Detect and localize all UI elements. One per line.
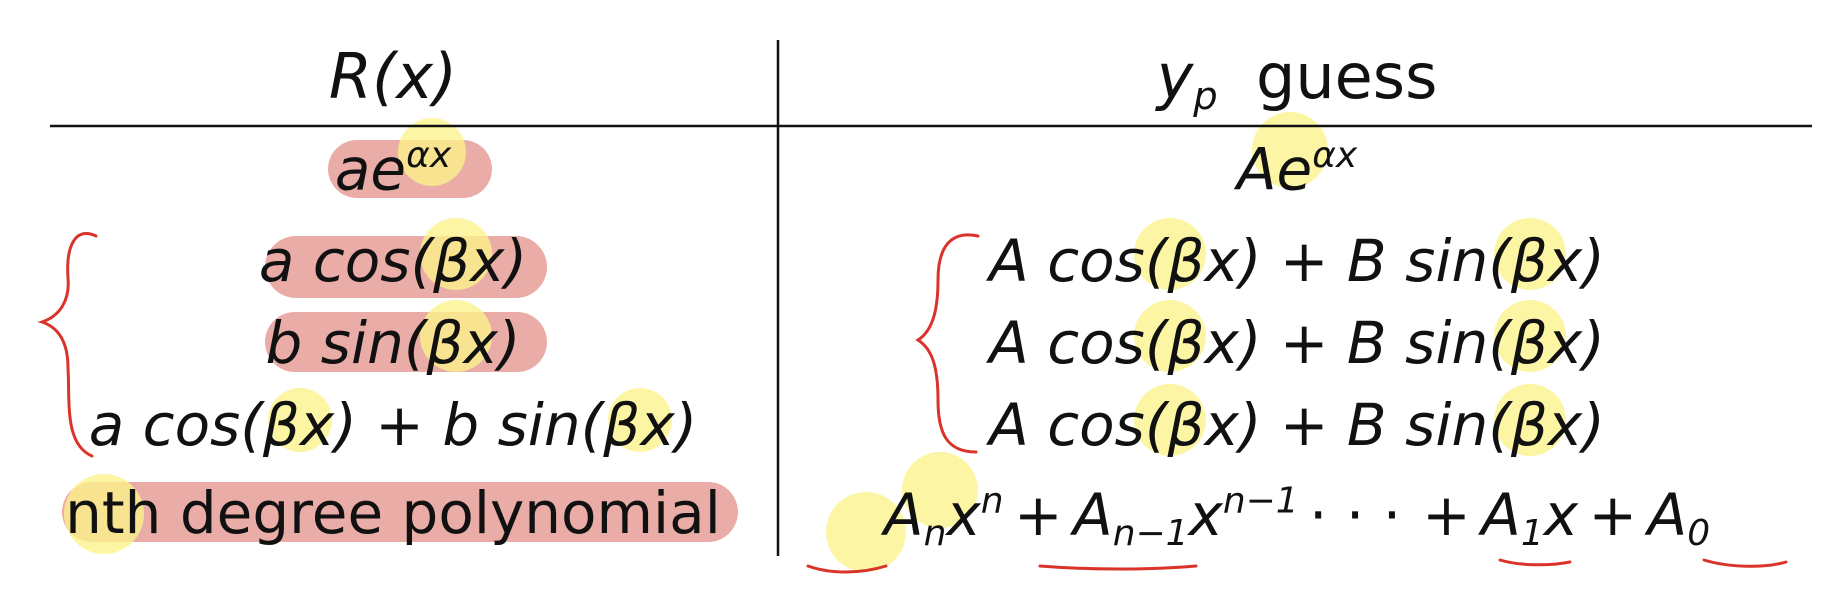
row3-left-sin: b sin(βx) [265, 309, 521, 377]
exp-exponent: αx [406, 135, 452, 176]
yellow-highlight [420, 218, 492, 290]
ellipsis: · · · [1309, 481, 1402, 550]
row4-left-combo: a cos(βx) + b sin(βx) [88, 391, 698, 459]
yellow-highlight [1134, 300, 1206, 372]
row5-right-polynomial-guess: Anxn + An−1xn−1 · · · + A1x + A0 [782, 484, 1812, 552]
row1-left-exponential: aeαx [32, 135, 754, 199]
poly-term-a0: A0 [1647, 481, 1711, 555]
yellow-highlight [1494, 384, 1566, 456]
plus-sign: + [1422, 481, 1471, 550]
yellow-highlight [608, 388, 672, 452]
yellow-highlight [1252, 112, 1328, 188]
right-curly-brace [915, 233, 980, 454]
yp-subscript: p [1193, 73, 1218, 119]
yellow-highlight [1494, 300, 1566, 372]
yellow-highlight [1134, 218, 1206, 290]
row4-right-trig-guess: A cos(βx) + B sin(βx) [989, 391, 1605, 459]
header-r-of-x: R(x) [328, 40, 458, 113]
yp-symbol: y [1156, 40, 1194, 113]
plus-sign: + [1013, 481, 1063, 550]
guess-word: guess [1256, 40, 1438, 113]
underline-a1 [1498, 558, 1572, 567]
row2-right-trig-guess: A cos(βx) + B sin(βx) [989, 227, 1605, 295]
row5-left-polynomial: nth degree polynomial [65, 479, 721, 547]
poly-term-an-1: An−1xn−1 [1073, 481, 1299, 555]
yellow-highlight [420, 300, 492, 372]
guess-exp-coef: Ae [1236, 135, 1313, 204]
poly-term-an: Anxn [883, 481, 1004, 555]
guess-exp-exponent: αx [1312, 135, 1358, 176]
underline-a0 [1702, 558, 1788, 568]
left-curly-brace [37, 232, 98, 458]
header-yp-guess: yp guess [782, 46, 1812, 116]
underline-an-1 [1038, 564, 1198, 571]
row1-right-exponential-guess: Aeαx [782, 135, 1812, 199]
row2-left-cos: a cos(βx) [258, 227, 528, 295]
yellow-highlight [826, 492, 906, 572]
row3-right-trig-guess: A cos(βx) + B sin(βx) [989, 309, 1605, 377]
red-highlight-poly [62, 482, 738, 542]
yellow-highlight [398, 118, 466, 186]
yellow-highlight [268, 388, 332, 452]
yellow-highlight [1134, 384, 1206, 456]
plus-sign: + [1588, 481, 1638, 550]
exp-coef: ae [334, 135, 407, 204]
underline-an [806, 564, 888, 574]
poly-term-a1: A1x [1481, 481, 1579, 555]
yellow-highlight [64, 474, 144, 554]
yellow-highlight [1494, 218, 1566, 290]
yellow-highlight [902, 452, 978, 528]
